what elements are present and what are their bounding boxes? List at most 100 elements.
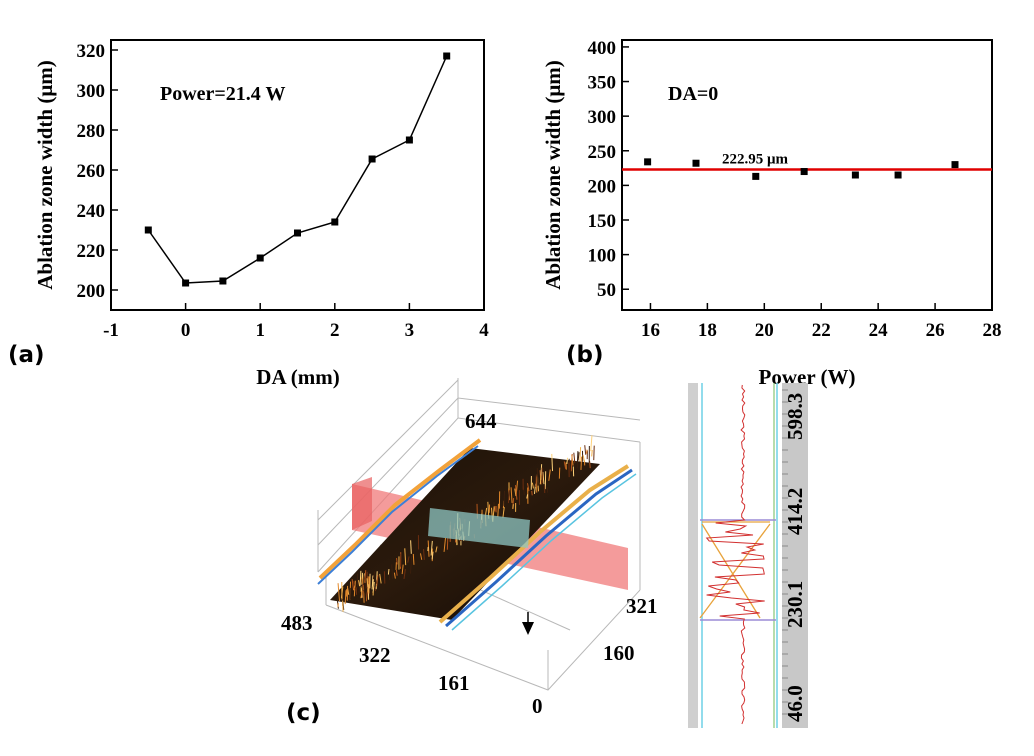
panel-c-spike (419, 553, 423, 560)
panel-c-spike (358, 580, 361, 587)
panel-c-spike (571, 454, 574, 466)
a-xtick-label-0: -1 (103, 320, 119, 341)
chart-b-y-ticks: 50 100 150 200 250 300 350 400 (588, 38, 629, 301)
panel-c-spike (548, 469, 551, 481)
a-point-1 (182, 279, 190, 287)
panel-c-spike (391, 564, 393, 579)
panel-c-label-322: 322 (359, 643, 391, 667)
panel-c-spike (576, 451, 579, 469)
chart-b: 16 18 20 22 24 26 28 50 100 150 200 250 300 350 400 2… (541, 38, 1002, 389)
panel-c-spike (573, 452, 576, 464)
panel-c-spike (515, 485, 518, 500)
chart-a-xlabel: DA (mm) (256, 365, 339, 389)
panel-c-spike (371, 578, 375, 587)
panel-c-spike (359, 570, 362, 586)
panel-c-3d-surface: 644 483 322 161 321 160 0 (c) (281, 378, 658, 726)
b-xtick-label-1: 18 (698, 320, 717, 341)
panel-c-spike (512, 504, 514, 509)
a-point-4 (294, 229, 301, 237)
a-point-2 (219, 277, 227, 285)
panel-c-rim-right-cyan (451, 473, 637, 631)
panel-c-spike (361, 577, 363, 585)
a-point-5 (331, 218, 339, 226)
panel-c-label-483: 483 (281, 611, 313, 635)
a-point-3 (256, 254, 264, 262)
a-xtick-label-1: 0 (181, 320, 191, 341)
b-ytick-label-2: 150 (588, 211, 617, 232)
panel-c-spike (497, 503, 500, 518)
panel-c-spike (510, 487, 513, 503)
profile-red-trace (705, 384, 765, 725)
b-ytick-label-7: 400 (588, 38, 617, 59)
panel-c-spike (351, 579, 355, 591)
chart-b-panel-label: (b) (566, 342, 604, 368)
panel-c-spike (364, 570, 367, 583)
panel-c-spike (531, 490, 533, 496)
b-ytick-label-6: 350 (588, 73, 617, 94)
panel-c-spike (566, 457, 568, 465)
chart-b-annotation: DA=0 (668, 83, 718, 105)
profile-label-414: 414.2 (783, 488, 807, 535)
a-point-8 (443, 52, 451, 60)
panel-c-spike (365, 591, 368, 602)
b-xtick-label-6: 28 (983, 320, 1002, 341)
chart-a-annotation: Power=21.4 W (160, 83, 285, 105)
panel-c-spike (551, 453, 554, 472)
panel-c-spike (407, 556, 410, 563)
panel-c-spike (584, 445, 587, 455)
b-point-5 (894, 171, 902, 179)
a-xtick-label-5: 4 (479, 320, 489, 341)
profile-label-230: 230.1 (783, 581, 807, 628)
panel-c-spike (372, 581, 375, 593)
a-ytick-label-4: 280 (77, 121, 106, 142)
panel-c-spike (443, 537, 446, 552)
panel-c-spike (590, 435, 593, 452)
panel-c-spike (539, 474, 542, 485)
panel-c-spike (591, 449, 593, 457)
panel-c-spike (395, 569, 398, 576)
b-xtick-label-4: 24 (869, 320, 889, 341)
panel-c-spike (363, 589, 366, 596)
b-ytick-label-3: 200 (588, 176, 617, 197)
panel-c-rim-right (438, 464, 630, 624)
b-xtick-label-0: 16 (641, 320, 660, 341)
panel-c-spike (379, 573, 382, 584)
a-xtick-label-3: 2 (330, 320, 340, 341)
panel-c-spike (585, 449, 588, 454)
panel-c-label-321: 321 (626, 594, 658, 618)
panel-c-spike (535, 475, 537, 488)
panel-c-spike (431, 551, 434, 560)
panel-c-rim-right-blue (445, 468, 633, 628)
b-point-0 (644, 158, 652, 166)
panel-c-spike (531, 482, 535, 489)
panel-c-spike (374, 586, 377, 592)
panel-c-spike (577, 452, 580, 461)
panel-c-spike (536, 468, 539, 486)
chart-a-frame (110, 39, 485, 311)
panel-c-spike (526, 494, 529, 499)
panel-c-label-161: 161 (438, 671, 470, 695)
a-ytick-label-6: 320 (77, 41, 106, 62)
panel-c-spike (568, 458, 571, 473)
panel-c-z-arrow-icon (522, 622, 534, 635)
a-ytick-label-2: 240 (77, 201, 106, 222)
b-xtick-label-5: 26 (926, 320, 945, 341)
panel-c-label: (c) (286, 700, 321, 726)
b-point-2 (752, 172, 760, 180)
panel-c-profile: 598.3 414.2 230.1 46.0 (688, 383, 808, 728)
b-ytick-label-5: 300 (588, 107, 617, 128)
a-ytick-label-5: 300 (77, 81, 106, 102)
panel-c-rim-left (318, 438, 482, 580)
chart-b-points (644, 158, 959, 180)
chart-b-frame (621, 39, 993, 311)
panel-c-spike (423, 548, 425, 560)
b-xtick-label-3: 22 (812, 320, 831, 341)
chart-a: -1 0 1 2 3 4 200 220 240 260 280 300 320 Power=21.4… (8, 39, 489, 389)
profile-gray-bar-left (688, 383, 698, 728)
a-point-7 (405, 136, 413, 144)
panel-c-spike (404, 548, 407, 566)
chart-b-ylabel: Ablation zone width (μm) (541, 60, 565, 290)
chart-a-y-ticks: 200 220 240 260 280 300 320 (77, 41, 118, 302)
panel-c-spike (360, 590, 363, 599)
